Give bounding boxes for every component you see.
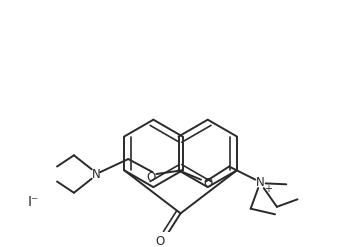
Text: I⁻: I⁻: [28, 195, 39, 209]
Text: N: N: [256, 176, 264, 189]
Text: O: O: [203, 177, 212, 190]
Text: O: O: [146, 171, 155, 184]
Text: +: +: [264, 184, 272, 194]
Text: O: O: [155, 235, 165, 247]
Text: N: N: [92, 167, 101, 181]
